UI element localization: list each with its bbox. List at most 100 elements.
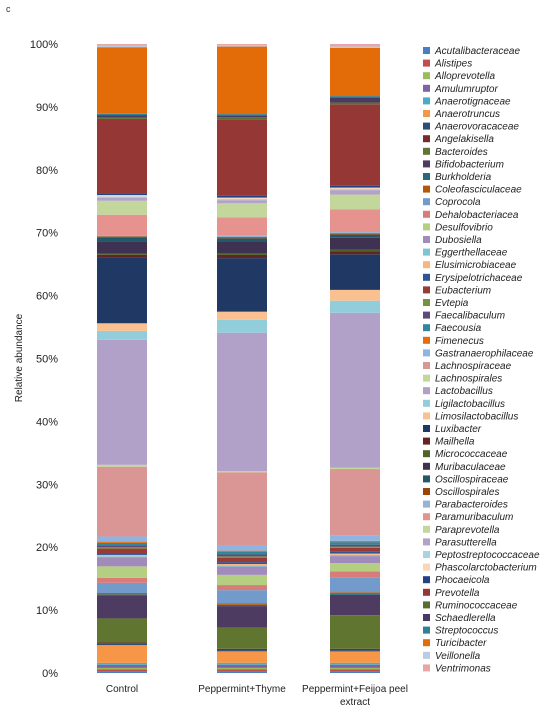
bar-segment — [217, 254, 267, 259]
bar-segment — [330, 249, 380, 252]
bar-segment — [97, 44, 147, 46]
legend-item: Mailhella — [423, 437, 475, 448]
bar-segment — [330, 312, 380, 468]
bar-segment — [217, 574, 267, 586]
y-tick-label: 80% — [36, 165, 58, 177]
legend-label: Alloprevotella — [434, 71, 495, 82]
legend-item: Limosilactobacillus — [423, 411, 518, 422]
bar-segment — [97, 47, 147, 114]
bar-segment — [330, 44, 380, 47]
legend-label: Gastranaerophilaceae — [435, 348, 534, 359]
legend-label: Anaerotruncus — [434, 109, 500, 120]
legend-item: Ventrimonas — [423, 663, 491, 674]
legend-label: Mailhella — [435, 437, 475, 448]
bar-segment — [97, 554, 147, 557]
legend-label: Turicibacter — [435, 638, 487, 649]
legend-item: Oscillospiraceae — [423, 474, 509, 485]
bar-segment — [217, 667, 267, 670]
bar-segment — [217, 564, 267, 566]
bar-segment — [217, 332, 267, 471]
bar-segment — [330, 594, 380, 616]
bar-segment — [97, 548, 147, 554]
bar-segment — [217, 557, 267, 563]
bar-segment — [97, 671, 147, 673]
bar-segment — [330, 551, 380, 554]
y-tick-label: 70% — [36, 228, 58, 240]
bar-segment — [97, 643, 147, 646]
bar-segment — [330, 546, 380, 548]
bar-segment — [217, 603, 267, 605]
bar-segment — [330, 188, 380, 191]
bar-segment — [217, 195, 267, 198]
bar-segment — [97, 553, 147, 555]
legend-swatch — [423, 425, 430, 432]
bar-segment — [330, 104, 380, 186]
bar-segment — [217, 545, 267, 551]
bar-segment — [330, 254, 380, 290]
bar-segment — [217, 664, 267, 668]
y-tick-label: 50% — [36, 354, 58, 366]
bar-segment — [217, 590, 267, 604]
legend-swatch — [423, 248, 430, 256]
bar-segment — [330, 542, 380, 545]
bar-segment — [217, 470, 267, 473]
bar-segment — [330, 664, 380, 668]
bar-segment — [217, 237, 267, 239]
legend-swatch — [423, 299, 430, 306]
bar-segment — [97, 193, 147, 196]
legend-swatch — [423, 185, 430, 193]
bar-segment — [97, 200, 147, 215]
bar-stack — [217, 44, 267, 673]
legend-item: Oscillospirales — [423, 487, 499, 498]
legend-label: Limosilactobacillus — [435, 411, 518, 422]
bar-segment — [217, 217, 267, 236]
legend-item: Eubacterium — [423, 285, 491, 296]
bar-stack — [97, 44, 147, 673]
bar-segment — [330, 615, 380, 649]
legend-swatch — [423, 437, 430, 445]
bar-segment — [97, 237, 147, 242]
bar-segment — [97, 235, 147, 237]
bar-segment — [97, 196, 147, 198]
legend-swatch — [423, 576, 430, 584]
legend-label: Coprocola — [435, 197, 481, 208]
legend-item: Parabacteroides — [423, 500, 508, 511]
bar-segment — [97, 197, 147, 201]
legend-item: Schaedlerella — [423, 613, 496, 624]
x-category-label: Peppermint+Feijoa peel extract — [302, 684, 408, 708]
bar-segment — [330, 187, 380, 189]
legend-item: Luxibacter — [423, 424, 482, 435]
bar-segment — [330, 651, 380, 663]
panel-letter: c — [6, 4, 11, 14]
legend-swatch — [423, 538, 430, 546]
legend-swatch — [423, 513, 430, 521]
bar-segment — [330, 233, 380, 235]
bar-segment — [217, 238, 267, 242]
legend-item: Eggerthellaceae — [423, 248, 508, 259]
legend-swatch — [423, 147, 430, 155]
bar-segment — [330, 553, 380, 555]
bar-segment — [217, 671, 267, 673]
legend-swatch — [423, 450, 430, 458]
bar-segment — [330, 577, 380, 593]
legend-label: Ligilactobacillus — [435, 399, 505, 410]
legend-label: Muribaculaceae — [435, 462, 506, 473]
legend-label: Coleofasciculaceae — [435, 185, 522, 196]
bar-segment — [330, 535, 380, 541]
legend-swatch — [423, 198, 430, 206]
bar-segment — [217, 44, 267, 46]
bar-segment — [330, 667, 380, 670]
legend-label: Bacteroides — [435, 147, 488, 158]
bar-segment — [97, 593, 147, 595]
bar-segment — [330, 194, 380, 210]
legend-item: Turicibacter — [423, 638, 487, 649]
legend-swatch — [423, 173, 430, 180]
legend-swatch — [423, 286, 430, 294]
bar-segment — [97, 664, 147, 668]
bar-segment — [97, 642, 147, 644]
y-tick-label: 60% — [36, 291, 58, 303]
legend-item: Erysipelotrichaceae — [423, 273, 523, 284]
legend-label: Lactobacillus — [435, 386, 493, 397]
y-tick-label: 90% — [36, 102, 58, 114]
